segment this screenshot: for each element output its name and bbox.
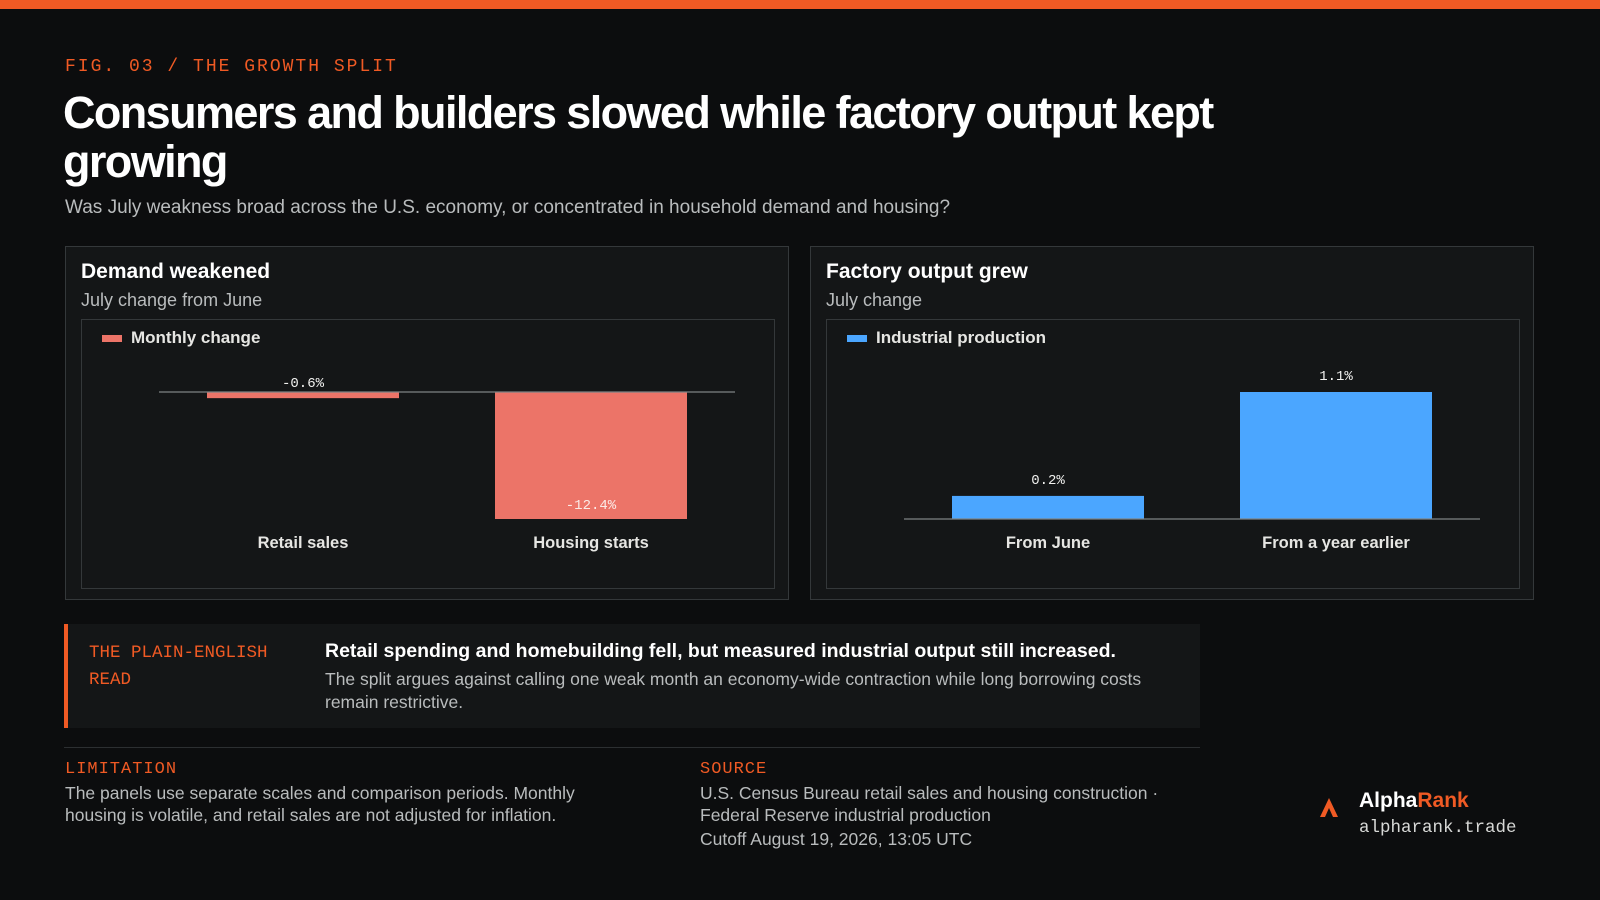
bar-from-june [952,495,1144,519]
brand-url[interactable]: alpharank.trade [1359,818,1517,838]
legend-swatch [102,334,122,342]
limitation-label: LIMITATION [65,760,178,779]
bar-retail-sales [207,392,399,399]
legend-label: Industrial production [876,328,1046,347]
limitation-text: The panels use separate scales and compa… [65,783,575,825]
page-subtitle: Was July weakness broad across the U.S. … [65,197,951,218]
figure-eyebrow: FIG. 03 / THE GROWTH SPLIT [65,57,398,77]
demand-plot: Monthly change -0.6% Retail sales -12.4% Ho… [81,319,775,589]
cutoff-text: Cutoff August 19, 2026, 13:05 UTC [700,829,973,849]
factory-panel: Factory output grew July change Industri… [810,246,1534,600]
brand-name[interactable]: AlphaRank [1359,789,1469,813]
legend-swatch [847,334,867,342]
plain-english-callout: THE PLAIN-ENGLISH READ Retail spending a… [64,624,1200,728]
page-title: Consumers and builders slowed while fact… [63,87,1214,187]
panel-subtitle: July change [826,290,923,310]
panel-subtitle: July change from June [81,290,263,310]
factory-bar-chart: 0.2% From June 1.1% From a year earlier [904,369,1480,552]
category-label: From June [1006,534,1090,552]
bar-housing-starts [495,392,687,519]
value-label: -12.4% [566,498,617,514]
category-label: Retail sales [258,534,349,552]
source-label: SOURCE [700,760,768,779]
source-text: U.S. Census Bureau retail sales and hous… [700,783,1159,825]
footer-divider [64,747,1200,748]
panel-title: Factory output grew [826,260,1028,283]
chart-legend: Monthly change [102,328,260,348]
brand-name-accent: Rank [1417,789,1469,812]
factory-plot: Industrial production 0.2% From June 1.1% F… [826,319,1520,589]
value-label: 0.2% [1031,473,1065,489]
demand-panel: Demand weakened July change from June Mo… [65,246,789,600]
alpharank-logo-icon [1320,798,1338,817]
bar-from-a-year-earlier [1240,392,1432,519]
demand-bar-chart: -0.6% Retail sales -12.4% Housing starts [159,376,735,552]
callout-headline: Retail spending and homebuilding fell, b… [325,640,1116,662]
legend-label: Monthly change [131,328,261,347]
value-label: -0.6% [282,376,325,392]
category-label: From a year earlier [1262,534,1410,552]
top-accent-bar [0,0,1600,9]
category-label: Housing starts [533,534,649,552]
value-label: 1.1% [1319,369,1353,385]
panel-title: Demand weakened [81,260,271,283]
chart-legend: Industrial production [847,328,1046,348]
brand-name-main: Alpha [1359,789,1418,812]
callout-body: The split argues against calling one wea… [325,669,1142,712]
callout-label: THE PLAIN-ENGLISH READ [89,643,268,690]
